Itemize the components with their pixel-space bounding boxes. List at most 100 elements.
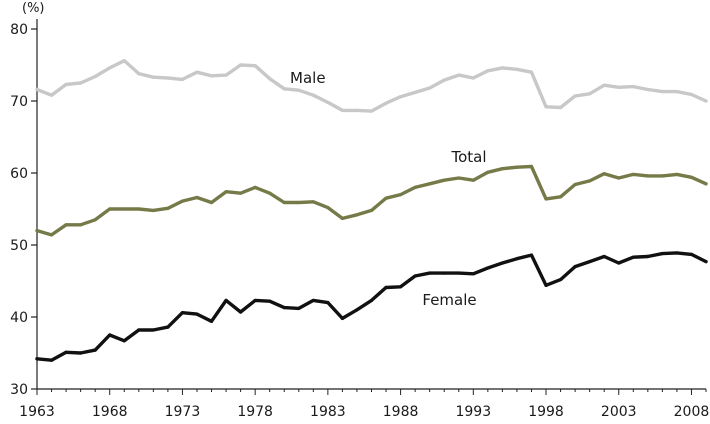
data-point-male	[660, 90, 664, 94]
y-axis-unit-label: (%)	[22, 1, 45, 16]
data-point-total	[326, 205, 330, 210]
data-point-total	[93, 218, 97, 222]
data-point-female	[500, 261, 504, 265]
data-point-female	[486, 266, 490, 270]
data-point-male	[35, 87, 39, 92]
data-point-male	[79, 81, 83, 85]
data-point-male	[689, 92, 694, 97]
data-point-male	[311, 93, 315, 97]
data-point-total	[529, 164, 534, 169]
data-point-total	[239, 191, 243, 195]
data-point-female	[64, 350, 68, 354]
data-point-female	[108, 333, 112, 337]
x-tick-label: 1988	[383, 404, 419, 420]
data-point-total	[646, 174, 650, 178]
data-point-female	[195, 312, 199, 316]
data-point-female	[369, 298, 374, 303]
data-point-total	[369, 208, 374, 213]
data-point-male	[297, 88, 301, 92]
data-point-female	[588, 259, 592, 264]
data-point-total	[675, 172, 679, 177]
data-point-total	[180, 199, 185, 203]
data-point-total	[282, 200, 286, 205]
data-point-female	[413, 274, 417, 278]
data-point-male	[573, 94, 577, 98]
data-point-male	[224, 73, 228, 77]
data-point-total	[689, 175, 694, 179]
data-point-male	[544, 105, 548, 109]
data-point-male	[558, 105, 563, 110]
data-point-female	[239, 310, 243, 314]
data-point-female	[122, 339, 126, 343]
data-point-total	[35, 229, 39, 233]
data-point-total	[151, 208, 155, 213]
data-point-male	[151, 75, 155, 79]
data-point-female	[340, 316, 345, 321]
data-point-male	[471, 76, 475, 80]
series-label-female: Female	[422, 291, 476, 309]
data-point-total	[340, 216, 345, 220]
data-point-male	[195, 70, 199, 74]
data-point-female	[297, 306, 301, 310]
x-tick-label: 2003	[601, 404, 637, 420]
data-point-female	[675, 251, 679, 255]
series-label-total: Total	[450, 148, 486, 166]
data-point-total	[166, 206, 170, 210]
data-point-total	[413, 185, 417, 189]
data-point-female	[35, 357, 39, 361]
data-point-total	[108, 207, 112, 211]
x-tick-label: 1983	[310, 404, 346, 420]
data-point-total	[224, 190, 228, 194]
data-point-male	[239, 63, 243, 67]
data-point-total	[384, 196, 388, 200]
data-point-female	[326, 301, 330, 305]
data-point-female	[646, 254, 650, 259]
data-point-male	[282, 87, 286, 91]
data-point-male	[93, 74, 97, 79]
data-point-male	[646, 87, 650, 92]
data-point-male	[428, 86, 432, 90]
x-tick-label: 1963	[19, 404, 55, 420]
data-point-female	[384, 285, 388, 290]
y-tick-label: 80	[10, 22, 28, 38]
data-point-male	[457, 73, 461, 77]
data-point-male	[413, 90, 417, 94]
data-point-female	[49, 358, 54, 362]
data-point-male	[166, 76, 170, 80]
data-point-female	[689, 252, 694, 256]
data-point-female	[573, 265, 577, 269]
data-point-male	[486, 69, 490, 73]
data-point-female	[151, 328, 155, 332]
series-label-male: Male	[290, 69, 326, 87]
data-point-total	[660, 174, 664, 178]
data-point-total	[471, 178, 475, 182]
data-point-male	[209, 74, 214, 78]
data-point-total	[558, 195, 563, 199]
data-point-female	[180, 311, 185, 315]
data-point-male	[631, 85, 635, 89]
y-tick-label: 70	[10, 94, 28, 110]
data-point-female	[660, 252, 664, 256]
data-point-total	[602, 172, 606, 176]
data-point-female	[631, 255, 635, 259]
data-point-female	[398, 285, 403, 289]
data-point-female	[166, 325, 170, 329]
data-point-total	[442, 178, 446, 182]
y-tick-label: 30	[10, 382, 28, 398]
data-point-female	[544, 283, 548, 287]
data-point-male	[384, 101, 388, 105]
data-point-male	[617, 85, 621, 89]
data-point-male	[340, 108, 345, 112]
data-point-total	[428, 182, 432, 186]
data-point-male	[355, 108, 359, 112]
data-point-male	[326, 100, 330, 105]
y-tick-label: 50	[10, 238, 28, 254]
series-lines	[35, 59, 708, 362]
data-point-male	[500, 66, 504, 70]
series-line-female	[35, 251, 708, 362]
series-line-total	[35, 164, 708, 237]
data-point-female	[355, 308, 359, 312]
data-point-female	[558, 277, 563, 282]
x-tick-label: 1968	[92, 404, 128, 420]
data-point-total	[544, 197, 548, 201]
